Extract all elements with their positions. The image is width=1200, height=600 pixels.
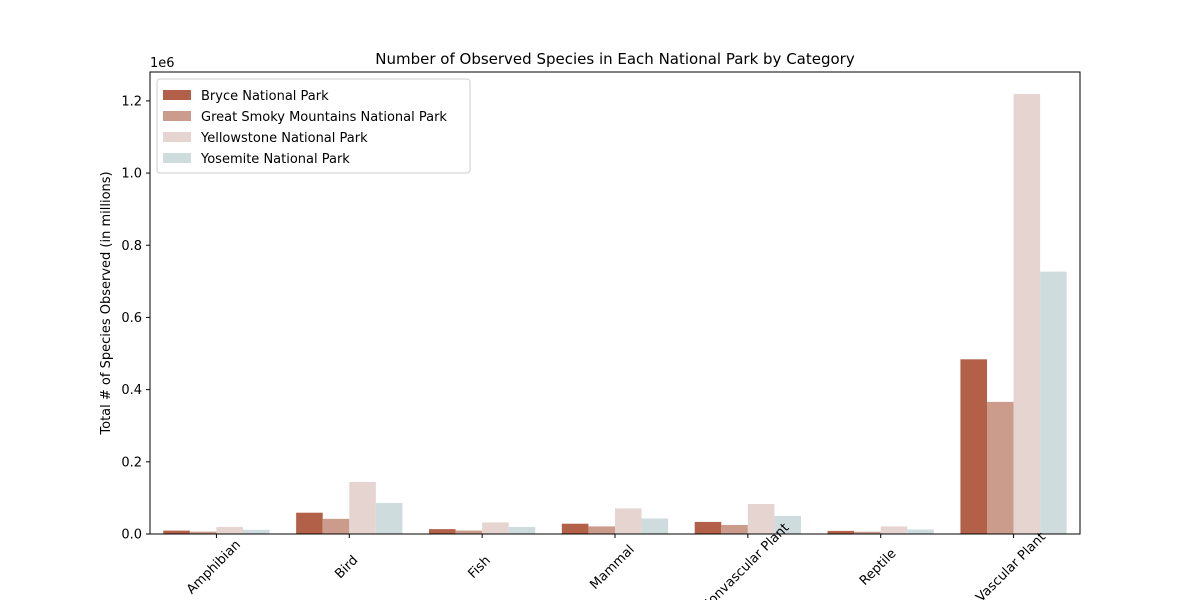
plot-area [163,94,1067,535]
x-tick-label: Bird [332,553,361,582]
chart-title: Number of Observed Species in Each Natio… [375,50,855,68]
y-tick-label: 0.2 [121,455,142,470]
bar-1-6 [987,401,1014,534]
x-tick-label: Vascular Plant [973,530,1049,600]
legend-swatch [163,90,191,100]
bar-3-5 [907,529,934,534]
bar-2-0 [216,526,243,534]
bar-3-1 [375,502,403,534]
y-tick-label: 1.2 [121,94,142,109]
legend-box [156,78,471,174]
y-tick-label: 0.0 [121,528,142,543]
bar-0-6 [960,359,987,534]
y-tick-label: 0.4 [121,383,142,398]
y-tick-label: 1.0 [121,167,142,182]
legend-swatch [163,111,191,121]
bar-3-0 [243,529,270,534]
x-tick-label: Reptile [857,546,899,588]
legend: Bryce National Park Great Smoky Mountains… [156,78,471,174]
legend-swatch [163,153,191,163]
bar-1-0 [189,531,217,534]
bar-0-0 [163,530,190,534]
bar-3-6 [1040,271,1067,534]
y-axis: 0.0 0.2 0.4 0.6 0.8 1.0 1.2 [121,94,150,543]
bar-0-1 [296,512,323,534]
y-axis-offset-label: 1e6 [150,56,175,71]
legend-label: Yellowstone National Park [200,131,368,146]
legend-label: Great Smoky Mountains National Park [201,110,447,125]
legend-swatch [163,132,191,142]
bar-3-3 [641,518,669,534]
legend-label: Bryce National Park [201,89,329,104]
bar-2-3 [615,508,642,534]
bar-2-4 [747,504,775,534]
legend-label: Yosemite National Park [200,152,350,167]
bar-2-1 [349,482,376,534]
bar-1-4 [721,524,748,534]
bar-3-4 [774,515,801,534]
x-tick-label: Fish [465,553,493,581]
bar-0-5 [827,530,855,534]
x-tick-label: Mammal [587,542,637,592]
x-tick-label: Amphibian [184,538,244,598]
y-tick-label: 0.6 [121,311,142,326]
bar-3-2 [508,526,536,534]
bar-2-5 [880,526,908,534]
y-axis-label: Total # of Species Observed (in millions… [99,171,114,435]
bar-1-1 [322,518,350,534]
bar-2-6 [1013,94,1041,535]
bar-0-4 [694,521,722,534]
bar-1-5 [854,531,881,534]
y-tick-label: 0.8 [121,239,142,254]
bar-1-2 [455,530,483,534]
bar-2-2 [482,522,509,534]
bar-1-3 [588,526,615,534]
bar-0-2 [429,529,456,534]
bar-0-3 [561,523,589,534]
